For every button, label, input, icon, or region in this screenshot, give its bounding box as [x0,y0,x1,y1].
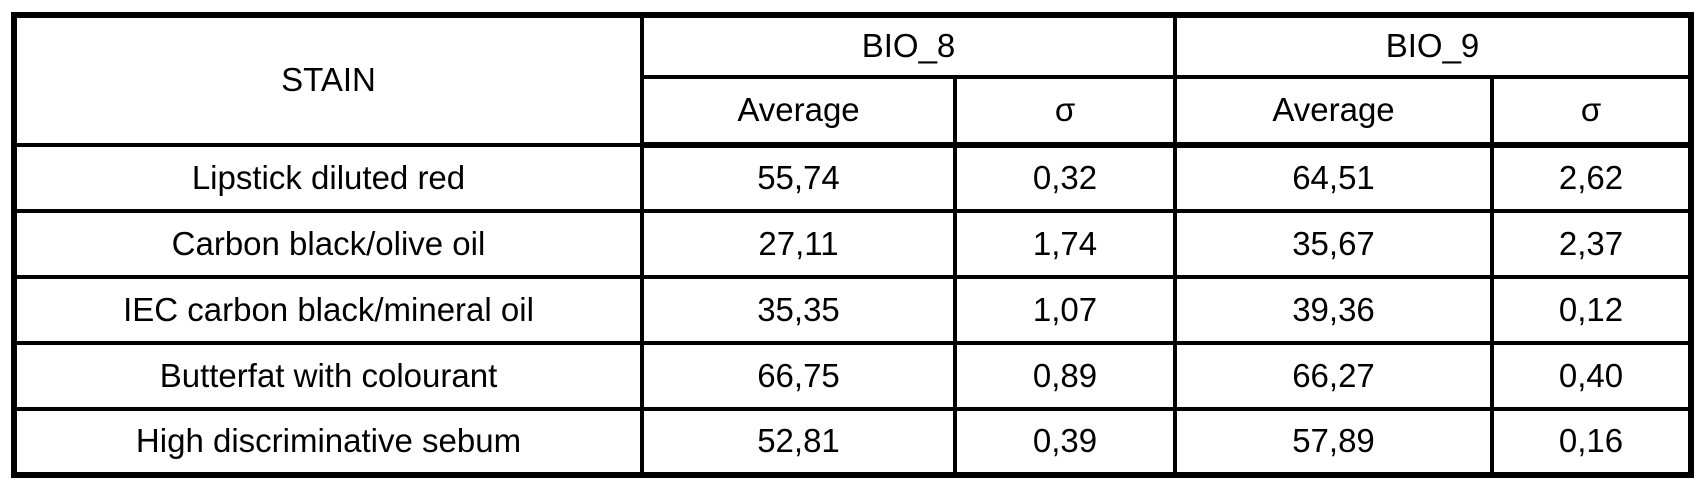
bio9-average-cell: 39,36 [1173,275,1494,345]
bio8-sigma-cell: 0,89 [953,341,1177,411]
stain-cell: Carbon black/olive oil [12,209,644,279]
stain-cell: Lipstick diluted red [12,143,644,213]
bio8-sigma-cell: 0,39 [953,407,1177,477]
bio9-average-cell: 35,67 [1173,209,1494,279]
column-header-bio9-sigma: σ [1490,75,1693,148]
bio8-sigma-cell: 1,74 [953,209,1177,279]
bio8-sigma-cell: 1,07 [953,275,1177,345]
group-header-bio9: BIO_9 [1173,13,1693,79]
stain-cell: High discriminative sebum [12,407,644,477]
table-row: Carbon black/olive oil 27,11 1,74 35,67 … [12,209,1693,279]
group-header-bio8: BIO_8 [640,13,1177,79]
group-header-row: STAIN BIO_8 BIO_9 [12,13,1693,147]
table-row: IEC carbon black/mineral oil 35,35 1,07 … [12,275,1693,345]
stain-cell: Butterfat with colourant [12,341,644,411]
table-row: High discriminative sebum 52,81 0,39 57,… [12,407,1693,477]
column-header-bio9-average: Average [1173,75,1494,148]
stain-results-table: STAIN BIO_8 BIO_9 Average σ Average σ Li… [11,12,1694,478]
bio9-sigma-cell: 0,40 [1490,341,1693,411]
bio8-average-cell: 35,35 [640,275,957,345]
column-header-bio8-sigma: σ [953,75,1177,148]
bio9-average-cell: 64,51 [1173,143,1494,213]
stain-column-header: STAIN [12,13,644,147]
bio9-sigma-cell: 0,16 [1490,407,1693,477]
table-row: Butterfat with colourant 66,75 0,89 66,2… [12,341,1693,411]
stain-cell: IEC carbon black/mineral oil [12,275,644,345]
sub-header-row: Average σ Average σ [14,75,1693,148]
bio8-average-cell: 66,75 [640,341,957,411]
bio8-average-cell: 55,74 [640,143,957,213]
column-header-bio8-average: Average [640,75,957,148]
bio8-sigma-cell: 0,32 [953,143,1177,213]
document-page: STAIN BIO_8 BIO_9 Average σ Average σ Li… [0,12,1696,493]
bio8-average-cell: 27,11 [640,209,957,279]
bio8-average-cell: 52,81 [640,407,957,477]
bio9-sigma-cell: 2,37 [1490,209,1693,279]
bio9-average-cell: 66,27 [1173,341,1494,411]
bio9-sigma-cell: 2,62 [1490,143,1693,213]
bio9-sigma-cell: 0,12 [1490,275,1693,345]
table-row: Lipstick diluted red 55,74 0,32 64,51 2,… [12,143,1693,213]
bio9-average-cell: 57,89 [1173,407,1494,477]
